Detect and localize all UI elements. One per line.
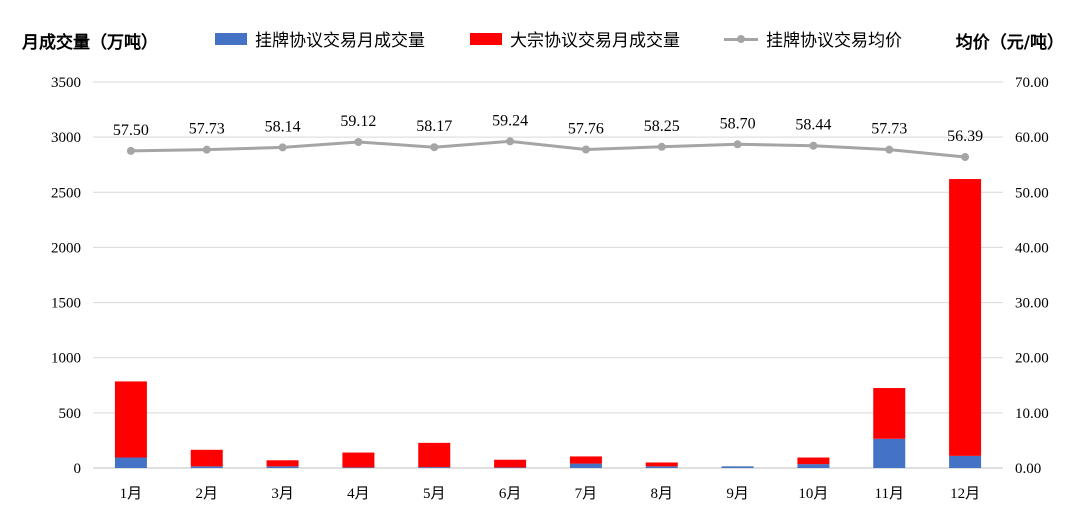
legend-swatch-bulk-volume (470, 32, 502, 45)
point-average-price (657, 142, 666, 151)
data-label-average-price: 57.76 (568, 120, 604, 137)
y-axis-title-left: 月成交量（万吨） (22, 33, 158, 53)
bar-listing-volume (797, 464, 830, 468)
y-tick-label: 2000 (51, 240, 81, 256)
point-average-price (809, 141, 818, 150)
x-tick-label: 4月 (347, 486, 370, 502)
point-average-price (506, 137, 515, 146)
point-average-price (354, 137, 363, 146)
bar-bulk-volume (418, 442, 451, 468)
bar-bulk-volume (494, 459, 527, 468)
y2-tick-label: 50.00 (1015, 185, 1049, 201)
x-tick-label: 1月 (120, 486, 143, 502)
legend-item-average-price: 挂牌协议交易均价 (724, 26, 902, 51)
point-average-price (278, 143, 287, 152)
x-tick-label: 10月 (798, 486, 828, 502)
legend-swatch-average-price (724, 32, 758, 46)
legend-label-average-price: 挂牌协议交易均价 (766, 31, 902, 51)
y-tick-label: 3000 (51, 130, 81, 146)
x-tick-label: 5月 (423, 486, 446, 502)
point-average-price (126, 146, 135, 155)
y-tick-label: 0 (74, 461, 82, 477)
y-tick-label: 2500 (51, 185, 81, 201)
point-average-price (202, 145, 211, 154)
x-tick-label: 6月 (499, 486, 522, 502)
point-average-price (885, 145, 894, 154)
x-tick-label: 7月 (575, 486, 598, 502)
legend-item-bulk-volume: 大宗协议交易月成交量 (470, 26, 680, 51)
legend-label-listing-volume: 挂牌协议交易月成交量 (255, 31, 425, 51)
y2-tick-label: 60.00 (1015, 130, 1049, 146)
bar-listing-volume (494, 467, 527, 468)
x-tick-label: 2月 (195, 486, 218, 502)
bar-bulk-volume (873, 388, 906, 439)
legend-item-listing-volume: 挂牌协议交易月成交量 (215, 26, 425, 51)
y-tick-label: 500 (59, 406, 82, 422)
y-tick-label: 3500 (51, 75, 81, 91)
y2-tick-label: 0.00 (1015, 461, 1041, 477)
data-label-average-price: 58.17 (416, 118, 452, 135)
bar-bulk-volume (114, 381, 147, 458)
data-label-average-price: 57.73 (871, 121, 907, 138)
y2-tick-label: 20.00 (1015, 351, 1049, 367)
y-axis-title-right: 均价（元/吨） (955, 33, 1064, 53)
legend-label-bulk-volume: 大宗协议交易月成交量 (510, 31, 680, 51)
line-average-price (130, 139, 966, 159)
data-label-average-price: 59.24 (492, 112, 528, 129)
data-label-average-price: 59.12 (340, 113, 376, 130)
bar-listing-volume (418, 467, 451, 468)
bar-listing-volume (190, 466, 223, 468)
bar-bulk-volume (949, 179, 982, 456)
x-tick-label: 3月 (271, 486, 294, 502)
bar-bulk-volume (190, 449, 223, 467)
bar-bulk-volume (797, 457, 830, 465)
bar-bulk-volume (266, 460, 299, 467)
bar-listing-volume (721, 466, 754, 468)
point-average-price (430, 143, 439, 152)
point-average-price (961, 153, 970, 162)
bar-bulk-volume (342, 452, 375, 468)
data-label-average-price: 58.14 (265, 118, 301, 135)
bar-bulk-volume (569, 456, 602, 464)
data-label-average-price: 58.70 (720, 115, 756, 132)
x-tick-label: 9月 (726, 486, 749, 502)
data-label-average-price: 57.50 (113, 122, 149, 139)
y2-tick-label: 10.00 (1015, 406, 1049, 422)
data-label-average-price: 57.73 (189, 121, 225, 138)
y2-tick-label: 30.00 (1015, 296, 1049, 312)
x-tick-label: 11月 (875, 486, 904, 502)
bar-listing-volume (114, 457, 147, 468)
data-label-average-price: 58.25 (644, 118, 680, 135)
bar-listing-volume (569, 463, 602, 468)
bar-bulk-volume (645, 462, 678, 467)
bar-listing-volume (342, 467, 375, 468)
point-average-price (581, 145, 590, 154)
bar-listing-volume (645, 466, 678, 468)
data-label-average-price: 58.44 (795, 117, 831, 134)
bar-listing-volume (873, 438, 906, 468)
y2-tick-label: 70.00 (1015, 75, 1049, 91)
x-tick-label: 12月 (950, 486, 980, 502)
bar-listing-volume (949, 455, 982, 468)
data-label-average-price: 56.39 (947, 128, 983, 145)
y-tick-label: 1000 (51, 351, 81, 367)
y2-tick-label: 40.00 (1015, 240, 1049, 256)
legend-swatch-listing-volume (215, 32, 247, 45)
y-tick-label: 1500 (51, 296, 81, 312)
point-average-price (733, 140, 742, 149)
bar-listing-volume (266, 466, 299, 468)
x-tick-label: 8月 (650, 486, 673, 502)
